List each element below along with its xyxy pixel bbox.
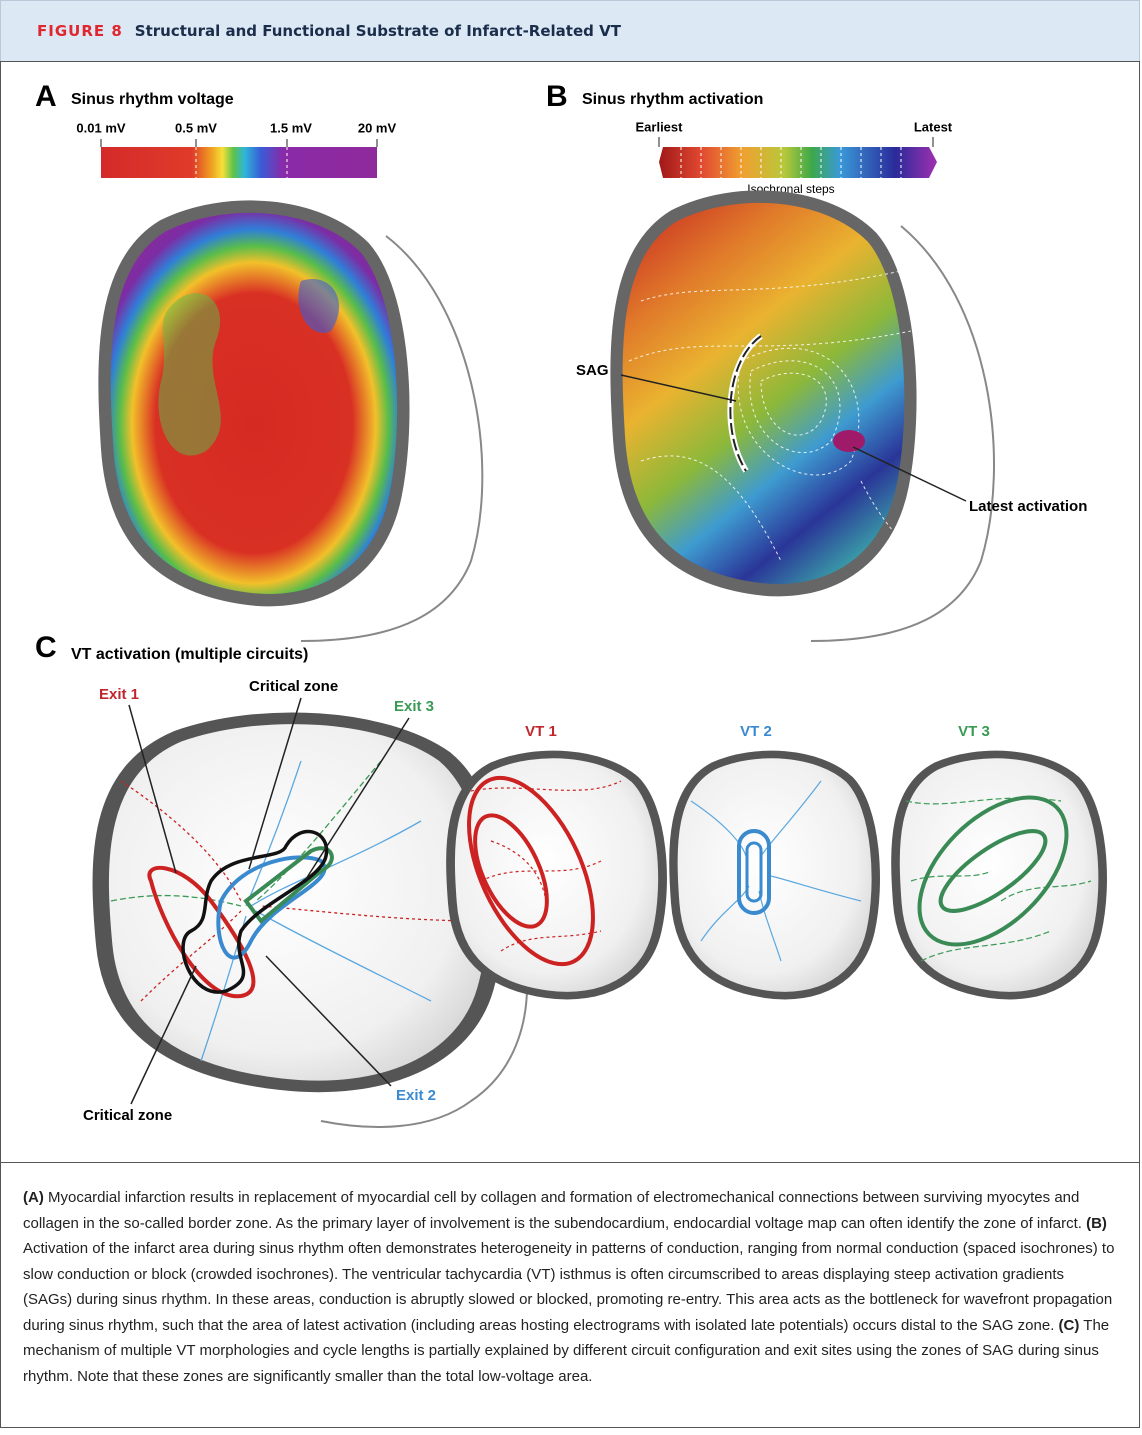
circuit-label: VT 1 [525, 723, 557, 740]
scale-label: 20 mV [358, 120, 397, 135]
caption-text: Myocardial infarction results in replace… [23, 1189, 1082, 1232]
figure-header: FIGURE 8 Structural and Functional Subst… [0, 0, 1140, 62]
voltage-region [158, 293, 220, 455]
annotation: Critical zone [249, 678, 338, 695]
caption-label: (A) [23, 1189, 44, 1206]
circuit-label: VT 2 [740, 723, 772, 740]
annotation: Critical zone [83, 1107, 172, 1124]
voltage-map [105, 207, 404, 600]
annotation: Exit 3 [394, 698, 434, 715]
figure-caption: (A) Myocardial infarction results in rep… [0, 1162, 1140, 1428]
scale-label: 1.5 mV [270, 120, 312, 135]
panel-letter: B [546, 80, 568, 113]
scale-label: Latest [914, 119, 953, 134]
scale-label: Earliest [636, 119, 684, 134]
annotation: Latest activation [969, 498, 1087, 515]
scale-label: 0.01 mV [76, 120, 125, 135]
latest-activation-site [833, 430, 865, 452]
annotation: Exit 2 [396, 1087, 436, 1104]
figure-art: A Sinus rhythm voltage 0.01 mV 0.5 mV 1.… [1, 62, 1139, 1162]
circuit-label: VT 3 [958, 723, 990, 740]
panel-title: Sinus rhythm voltage [71, 91, 234, 108]
panel-letter: A [35, 80, 57, 113]
page: FIGURE 8 Structural and Functional Subst… [0, 0, 1142, 1435]
scale-label: 0.5 mV [175, 120, 217, 135]
vt-map [101, 718, 496, 1086]
activation-map [617, 197, 911, 590]
caption-label: (C) [1059, 1317, 1080, 1334]
annotation: Exit 1 [99, 686, 139, 703]
caption-label: (B) [1086, 1215, 1107, 1232]
annotation: SAG [576, 362, 609, 379]
voltage-scale [101, 147, 377, 178]
panel-title: VT activation (multiple circuits) [71, 646, 308, 663]
panel-title: Sinus rhythm activation [582, 91, 763, 108]
figure-label: FIGURE 8 [37, 22, 123, 40]
vt-map [673, 754, 875, 995]
caption-text: Activation of the infarct area during si… [23, 1240, 1114, 1334]
figure-title: Structural and Functional Substrate of I… [135, 22, 621, 40]
panel-letter: C [35, 631, 57, 664]
figure: A Sinus rhythm voltage 0.01 mV 0.5 mV 1.… [0, 61, 1140, 1163]
